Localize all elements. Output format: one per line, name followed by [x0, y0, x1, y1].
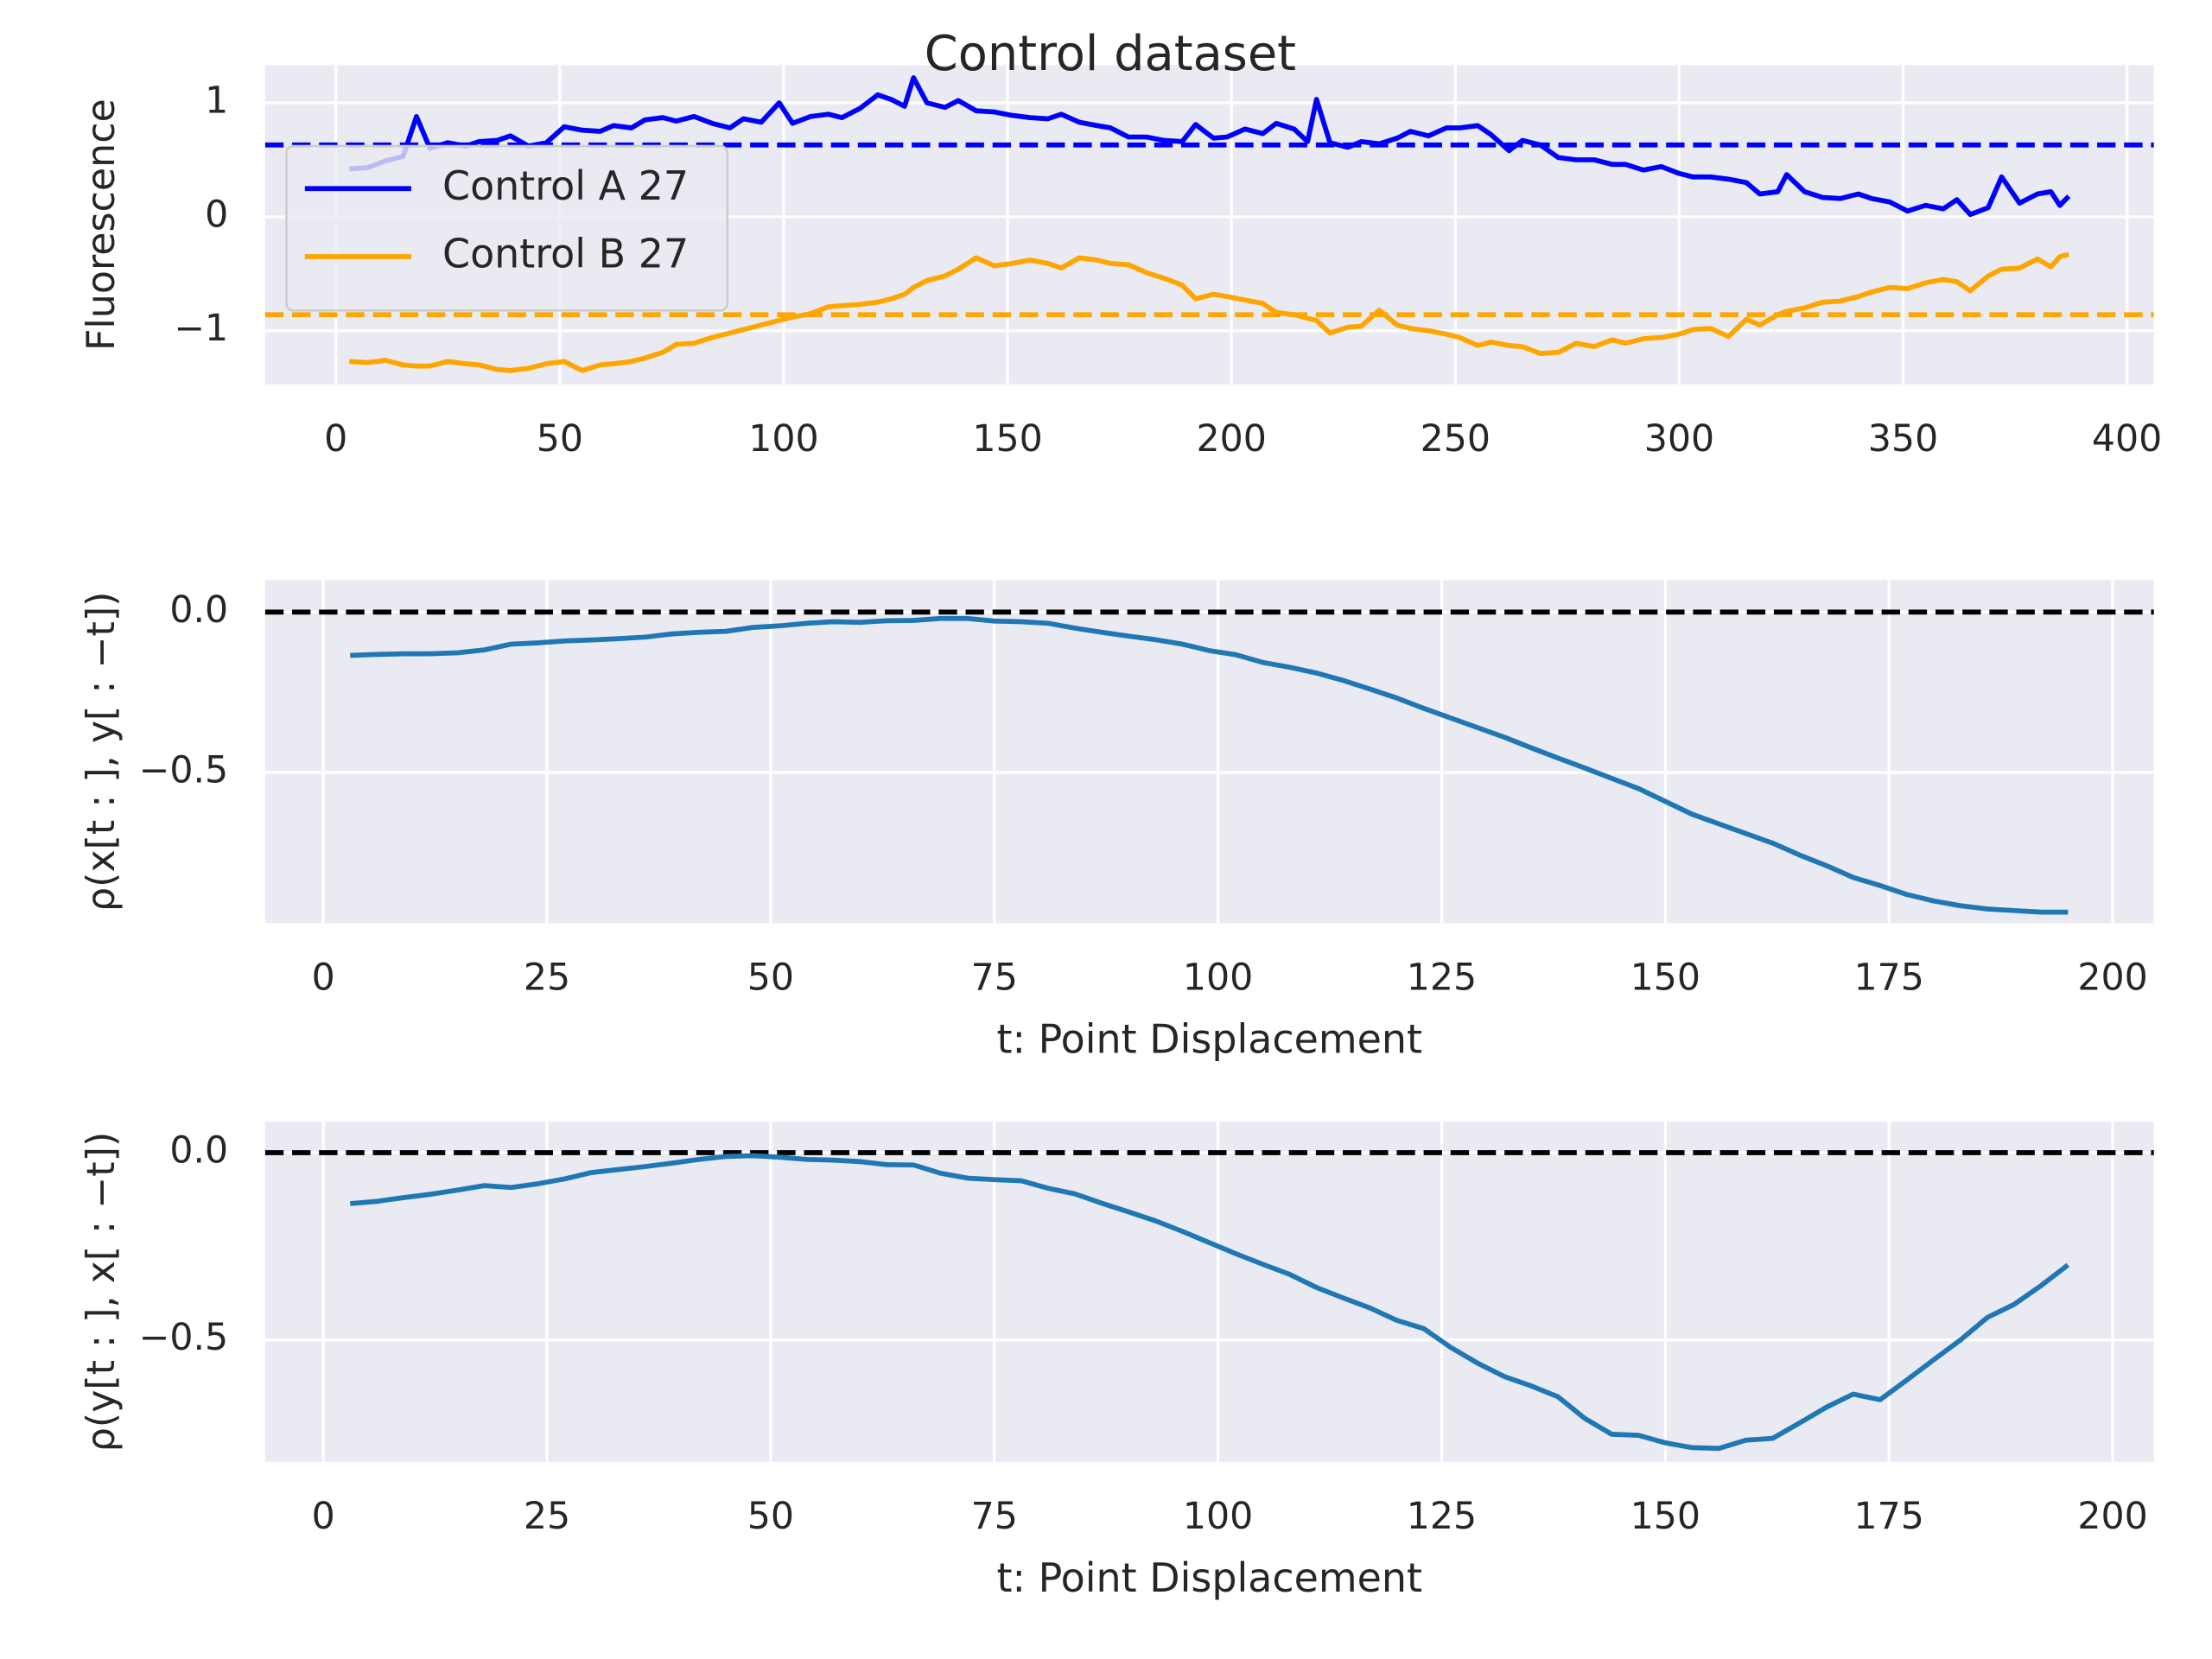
x-tick-label: 350	[1868, 417, 1938, 461]
y-axis-label: ρ(x[t : ], y[ : −t])	[79, 592, 124, 912]
y-tick-label: 0	[205, 193, 228, 236]
legend-label: Control B 27	[442, 231, 689, 277]
plot-area	[264, 1122, 2154, 1462]
plot-area	[264, 580, 2154, 924]
x-tick-label: 150	[972, 417, 1042, 461]
x-tick-label: 75	[971, 956, 1018, 999]
x-tick-label: 200	[1196, 417, 1266, 461]
x-tick-label: 175	[1854, 956, 1924, 999]
y-tick-label: 1	[205, 79, 228, 123]
x-tick-label: 0	[324, 417, 347, 461]
data-line	[350, 615, 2069, 915]
legend-label: Control A 27	[442, 162, 689, 209]
x-tick-label: 25	[524, 956, 570, 999]
x-tick-label: 200	[2077, 956, 2147, 999]
x-tick-label: 0	[312, 956, 335, 999]
x-tick-label: 125	[1407, 956, 1477, 999]
x-tick-label: 0	[312, 1495, 335, 1538]
y-axis-label: Fluorescence	[79, 99, 124, 351]
legend: Control A 27 Control B 27	[285, 144, 729, 312]
x-tick-label: 150	[1630, 956, 1700, 999]
y-tick-label: 0.0	[169, 1129, 228, 1173]
x-tick-label: 150	[1630, 1495, 1700, 1538]
x-tick-label: 250	[1421, 417, 1491, 461]
y-tick-label: −0.5	[139, 1316, 229, 1359]
chart-title: Control dataset	[925, 26, 1296, 82]
data-line	[350, 1153, 2070, 1452]
x-tick-label: 300	[1644, 417, 1714, 461]
x-axis-label: t: Point Displacement	[997, 1554, 1423, 1601]
x-tick-label: 50	[747, 1495, 794, 1538]
data-line	[349, 251, 2069, 373]
y-tick-label: 0.0	[169, 588, 228, 632]
y-tick-label: −0.5	[139, 749, 229, 792]
x-tick-label: 175	[1854, 1495, 1924, 1538]
x-tick-label: 100	[748, 417, 818, 461]
x-tick-label: 400	[2092, 417, 2162, 461]
y-axis-label: ρ(y[t : ], x[ : −t])	[79, 1132, 124, 1452]
x-axis-label: t: Point Displacement	[997, 1016, 1423, 1063]
x-tick-label: 125	[1407, 1495, 1477, 1538]
x-tick-label: 75	[971, 1495, 1018, 1538]
x-tick-label: 100	[1183, 1495, 1253, 1538]
x-tick-label: 50	[747, 956, 794, 999]
x-tick-label: 25	[524, 1495, 570, 1538]
y-tick-label: −1	[174, 307, 228, 350]
data-line	[349, 75, 2071, 218]
x-tick-label: 50	[537, 417, 583, 461]
x-tick-label: 100	[1183, 956, 1253, 999]
x-tick-label: 200	[2077, 1495, 2147, 1538]
